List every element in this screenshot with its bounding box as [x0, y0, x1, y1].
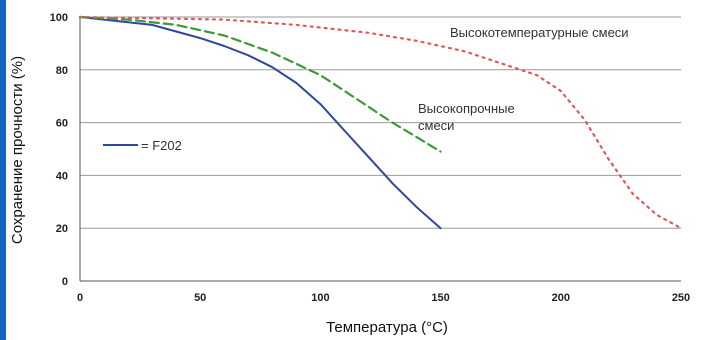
grid-lines	[80, 16, 681, 229]
x-axis-title: Температура (°C)	[326, 319, 448, 336]
x-tick-label: 250	[672, 292, 690, 304]
x-tick-label: 100	[311, 292, 329, 304]
x-tick-label: 150	[431, 292, 449, 304]
annotation-high-strength-mixes-line1: Высокопрочные	[418, 101, 515, 116]
x-tick-label: 0	[77, 292, 83, 304]
series-line-1	[79, 16, 442, 230]
left-accent-bar	[0, 0, 6, 340]
y-tick-label: 20	[56, 223, 68, 235]
x-tick-label: 50	[194, 292, 206, 304]
legend-label-f202: = F202	[141, 138, 182, 153]
series-lines	[78, 15, 683, 230]
annotation-high-temp-mixes: Высокотемпературные смеси	[450, 25, 629, 40]
tick-labels: 0 20 40 60 80 100 0 50 100 150 200 250	[50, 12, 691, 304]
series-line-3	[78, 15, 683, 230]
y-axis-title: Сохранение прочности (%)	[9, 56, 26, 244]
y-tick-label: 0	[62, 276, 68, 288]
y-tick-label: 40	[56, 170, 68, 182]
y-tick-label: 60	[56, 118, 68, 130]
y-tick-label: 80	[56, 65, 68, 77]
series-line-2	[78, 15, 442, 153]
y-tick-label: 100	[50, 12, 68, 24]
legend: = F202	[103, 138, 182, 153]
annotation-high-strength-mixes-line2: смеси	[418, 118, 454, 133]
axes	[79, 17, 681, 282]
x-tick-label: 200	[552, 292, 570, 304]
